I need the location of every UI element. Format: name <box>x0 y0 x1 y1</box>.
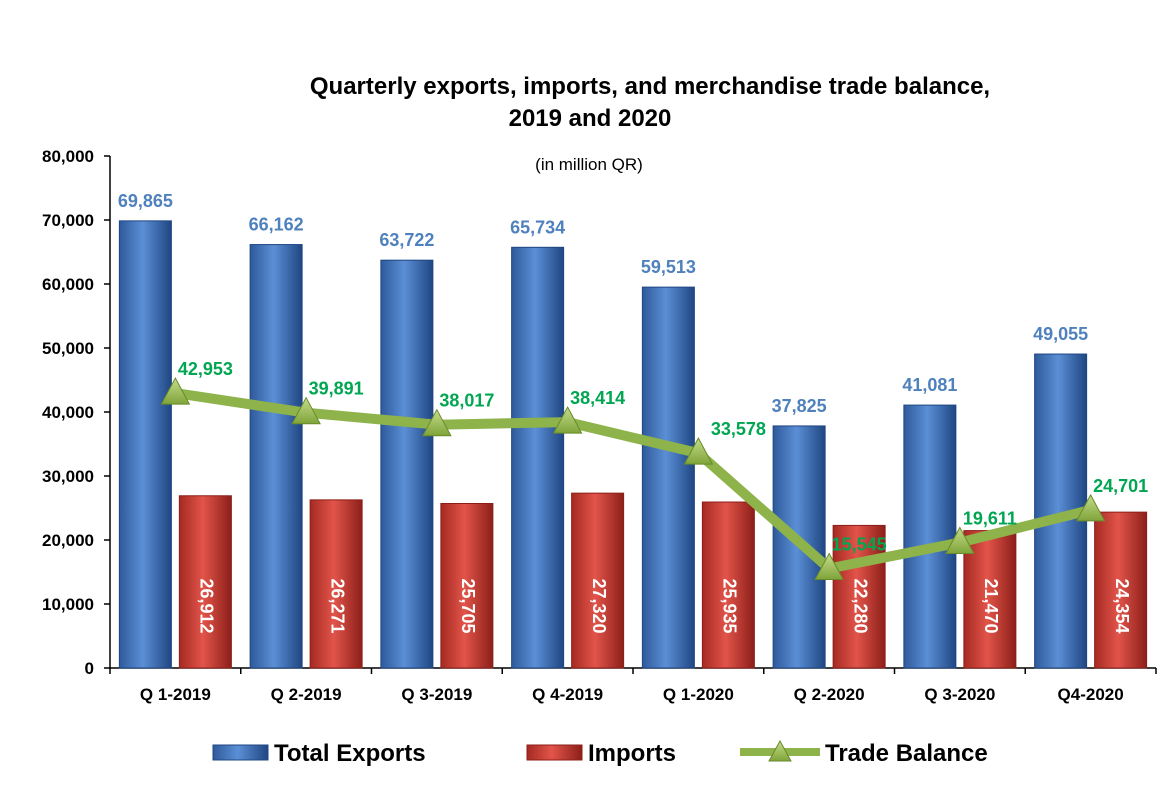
x-tick-label: Q 2-2019 <box>271 685 342 704</box>
export-data-label: 63,722 <box>379 230 434 250</box>
import-data-label: 25,935 <box>720 578 740 633</box>
bars <box>118 220 1148 669</box>
export-data-label: 69,865 <box>118 191 173 211</box>
export-bar <box>641 286 695 669</box>
chart-title: Quarterly exports, imports, and merchand… <box>310 73 990 100</box>
x-tick-label: Q 3-2020 <box>924 685 995 704</box>
trade-balance-point <box>683 437 714 465</box>
y-tick-label: 40,000 <box>42 403 94 422</box>
y-tick-label: 70,000 <box>42 211 94 230</box>
balance-data-label: 38,414 <box>570 388 625 408</box>
balance-data-label: 42,953 <box>178 359 233 379</box>
legend-swatch-imports <box>526 744 583 761</box>
y-tick-label: 20,000 <box>42 531 94 550</box>
export-data-label: 41,081 <box>902 375 957 395</box>
balance-data-label: 15,545 <box>832 535 887 555</box>
export-bar <box>903 404 957 669</box>
import-bar <box>1094 511 1148 669</box>
y-axis: 0 10,000 20,000 30,000 40,000 50,000 60,000 70,… <box>42 147 111 678</box>
legend-swatch-total-exports <box>212 744 269 761</box>
export-bar <box>249 244 303 669</box>
y-tick-label: 60,000 <box>42 275 94 294</box>
trade-balance-point <box>814 552 844 581</box>
import-data-label: 26,912 <box>197 578 217 633</box>
trade-balance-point <box>422 408 452 437</box>
legend-label-total-exports: Total Exports <box>274 740 426 767</box>
balance-data-label: 24,701 <box>1093 476 1148 496</box>
balance-data-label: 38,017 <box>439 391 494 411</box>
x-tick-label: Q 2-2020 <box>794 685 865 704</box>
legend-label-imports: Imports <box>588 740 676 767</box>
x-tick-label: Q 3-2019 <box>401 685 472 704</box>
import-data-label: 26,271 <box>327 578 347 633</box>
import-bar <box>832 524 886 669</box>
import-data-label: 27,320 <box>589 578 609 633</box>
balance-data-label: 19,611 <box>963 508 1017 528</box>
legend: Total Exports Imports Trade Balance <box>212 739 988 767</box>
import-data-label: 21,470 <box>981 578 1001 633</box>
trade-balance-point <box>945 526 975 554</box>
import-bar <box>701 501 755 669</box>
x-tick-label: Q 1-2019 <box>140 685 211 704</box>
export-data-label: 65,734 <box>510 217 565 237</box>
export-data-label: 49,055 <box>1033 324 1088 344</box>
trade-balance-point <box>1075 493 1106 522</box>
y-tick-label: 30,000 <box>42 467 94 486</box>
export-data-label: 37,825 <box>772 396 827 416</box>
x-tick-label: Q 4-2019 <box>532 685 603 704</box>
export-bar <box>511 246 565 669</box>
import-bar <box>178 495 232 669</box>
trade-balance-polyline <box>174 388 1092 574</box>
import-data-label: 25,705 <box>458 578 478 633</box>
export-data-label: 59,513 <box>641 257 696 277</box>
export-bar <box>118 220 172 669</box>
trade-balance-line <box>160 377 1106 581</box>
balance-data-label: 33,578 <box>711 419 766 439</box>
import-data-label: 22,280 <box>850 578 870 633</box>
x-tick-label: Q4-2020 <box>1058 685 1124 704</box>
trade-balance-point <box>552 406 583 434</box>
legend-label-trade-balance: Trade Balance <box>825 740 988 767</box>
export-data-label: 66,162 <box>249 215 304 235</box>
legend-marker-trade-balance <box>768 739 792 762</box>
trade-balance-point <box>291 396 321 425</box>
import-bar <box>309 499 363 669</box>
x-axis: Q 1-2019 Q 2-2019 Q 3-2019 Q 4-2019 Q 1-2020… <box>109 667 1157 704</box>
y-tick-label: 10,000 <box>42 595 94 614</box>
y-tick-label: 50,000 <box>42 339 94 358</box>
x-tick-label: Q 1-2020 <box>663 685 734 704</box>
export-bar <box>380 259 434 669</box>
chart-title-line2: 2019 and 2020 <box>509 105 672 132</box>
import-bar <box>571 492 625 669</box>
import-data-label: 24,354 <box>1112 578 1132 633</box>
y-tick-label: 0 <box>85 659 94 678</box>
balance-data-label: 39,891 <box>309 379 364 399</box>
data-labels: 69,865 66,162 63,722 65,734 59,513 37,825 41,0… <box>118 191 1148 634</box>
chart-subtitle: (in million QR) <box>535 155 643 174</box>
import-bar <box>440 502 494 669</box>
y-tick-label: 80,000 <box>42 147 94 166</box>
trade-balance-point <box>160 377 191 405</box>
